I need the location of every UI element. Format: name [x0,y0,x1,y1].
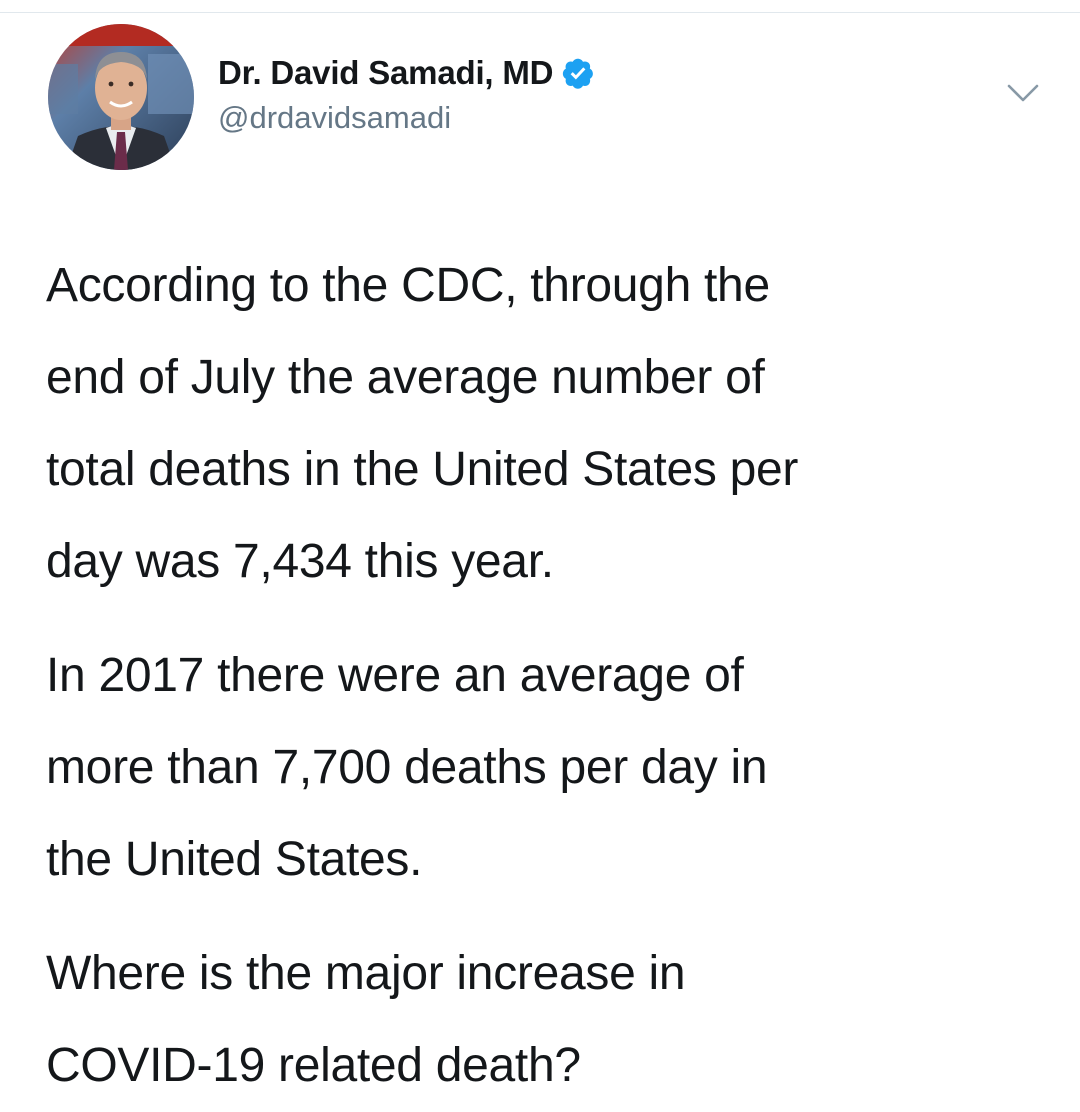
top-divider [0,12,1080,13]
tweet-paragraph: According to the CDC, through the end of… [46,259,799,588]
name-row: Dr. David Samadi, MD [218,52,595,94]
tweet-paragraph: Where is the major increase in COVID-19 … [46,947,686,1092]
avatar-photo [48,24,194,170]
tweet-paragraph: In 2017 there were an average of more th… [46,649,768,886]
author-info: Dr. David Samadi, MD @drdavidsamadi [218,52,595,136]
display-name[interactable]: Dr. David Samadi, MD [218,54,554,91]
tweet-text: According to the CDC, through the end of… [46,240,1046,1112]
avatar[interactable] [48,24,194,170]
handle[interactable]: @drdavidsamadi [218,100,452,135]
tweet-header: Dr. David Samadi, MD @drdavidsamadi [48,24,1048,174]
verified-badge-icon [561,56,595,90]
chevron-down-icon[interactable] [1003,74,1043,114]
